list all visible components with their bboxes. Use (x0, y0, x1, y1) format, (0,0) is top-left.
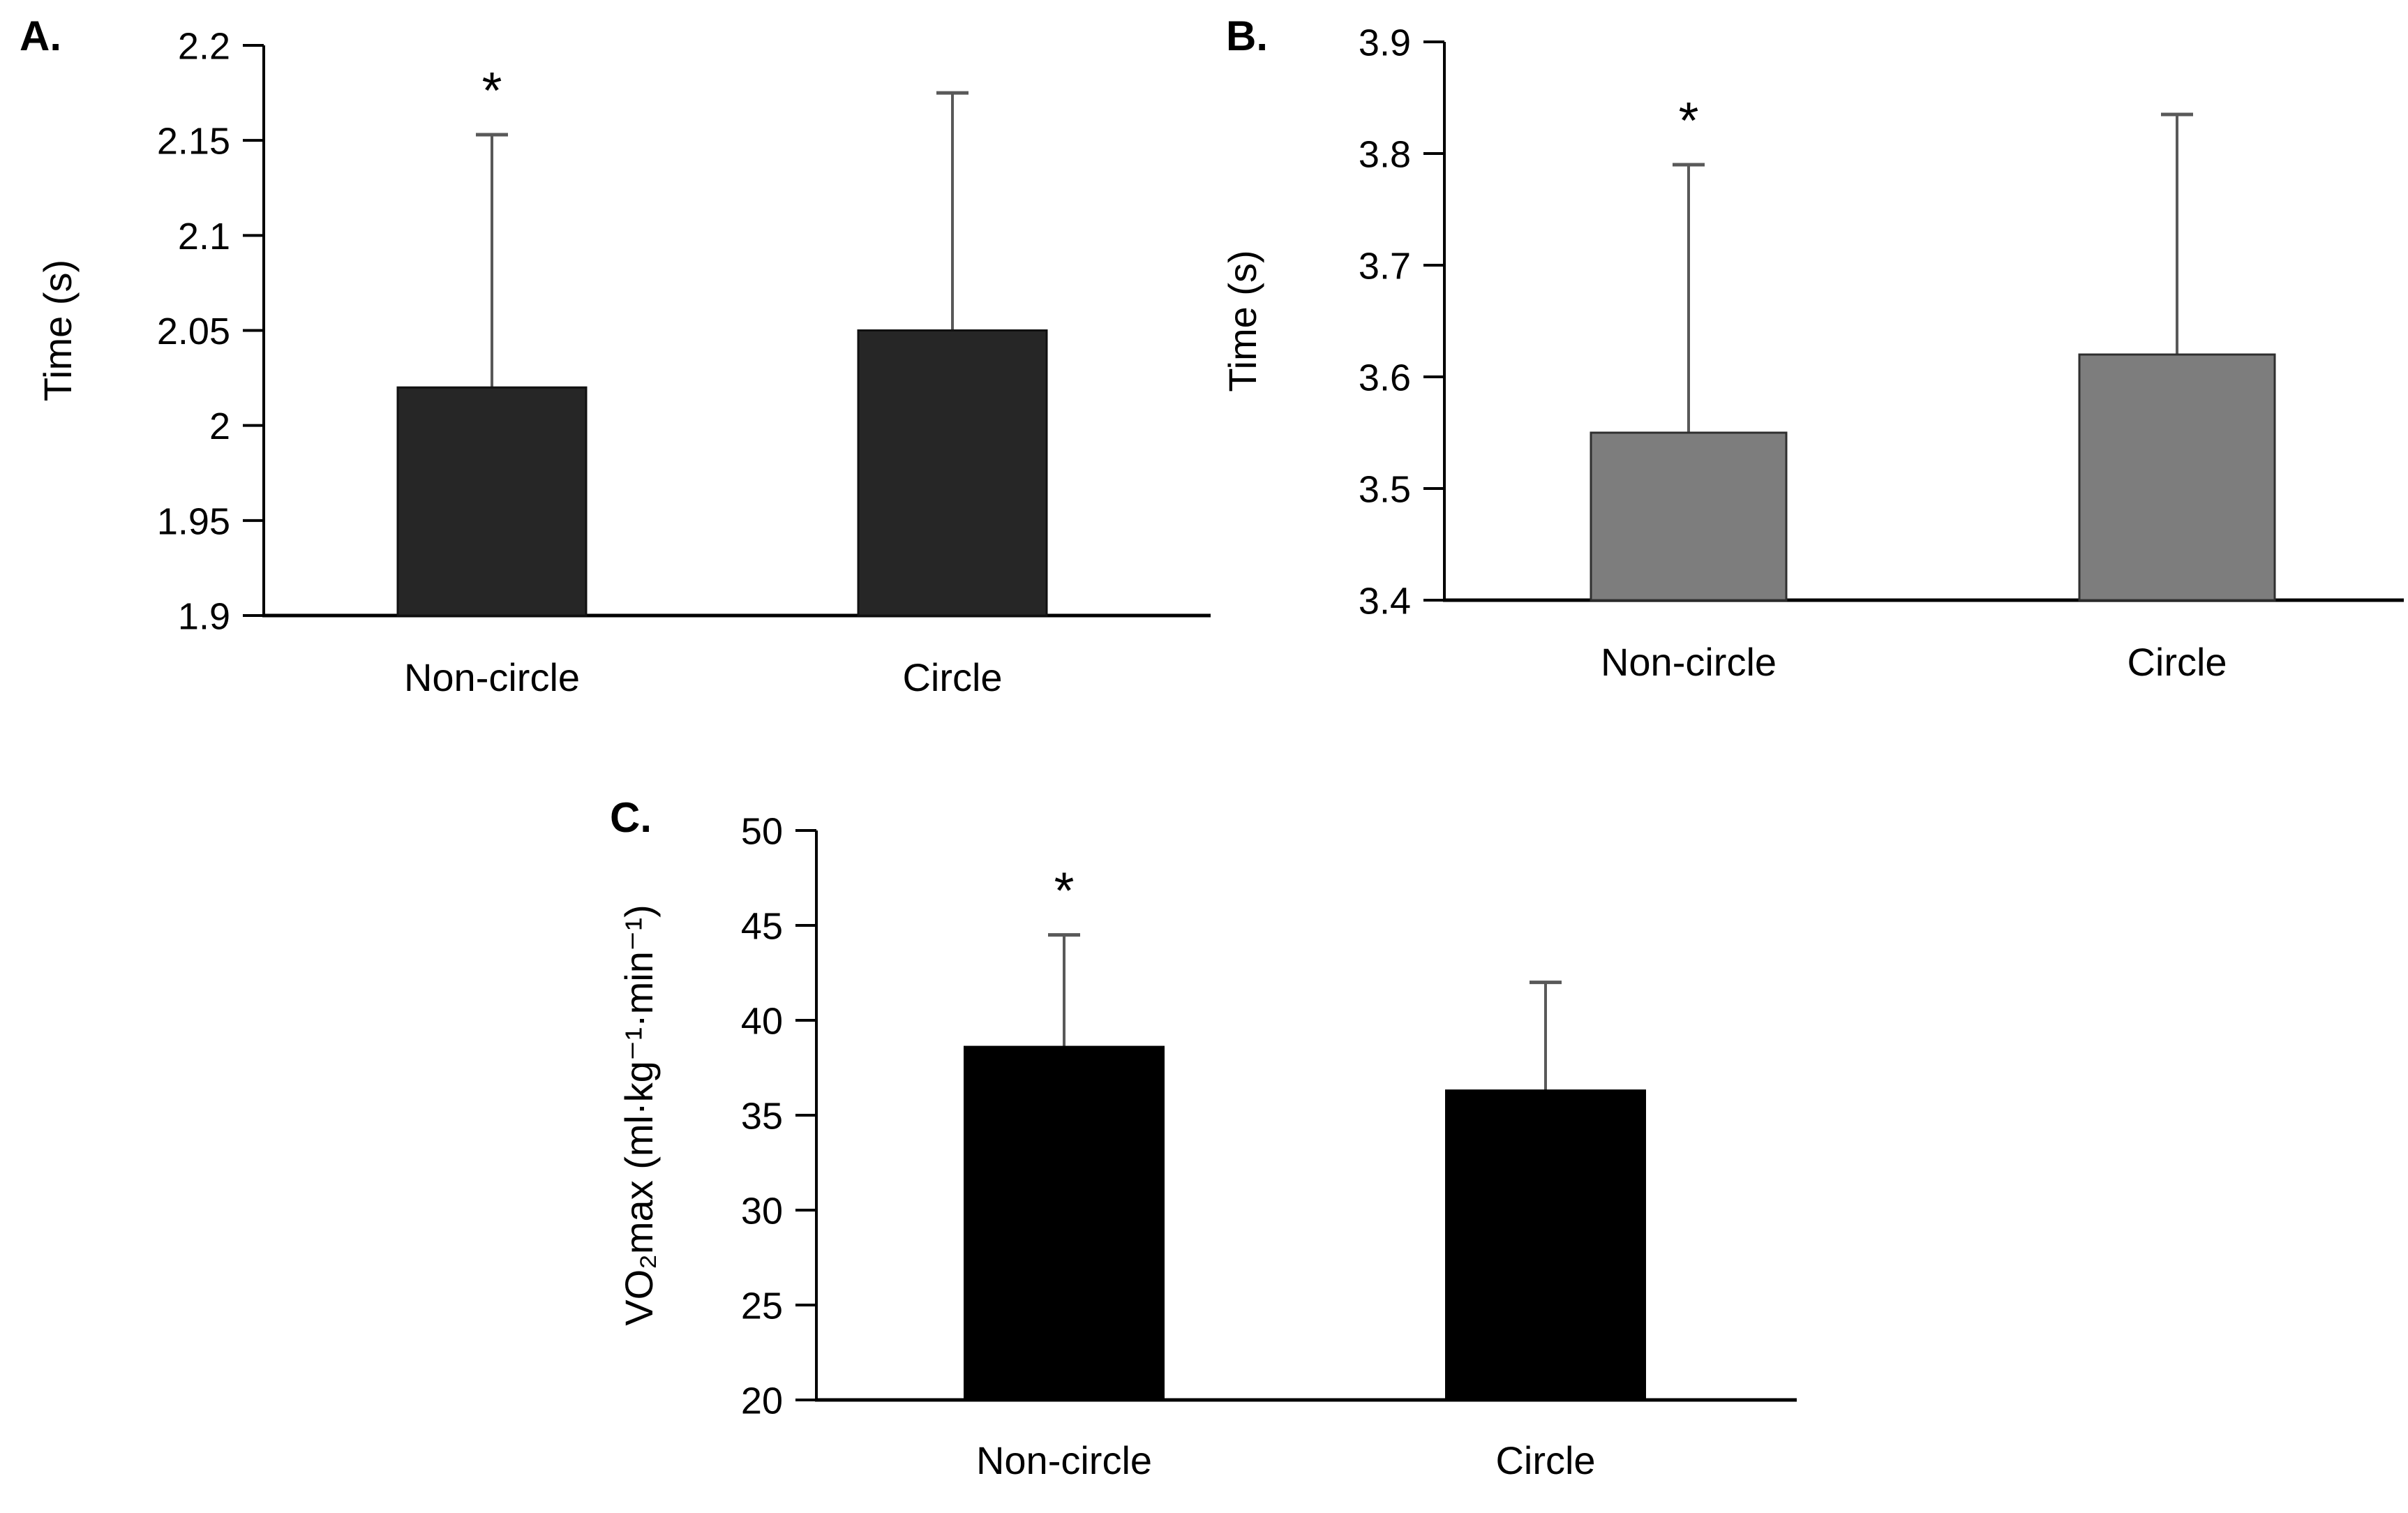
y-tick-label: 3.9 (1359, 22, 1411, 64)
y-tick-label: 40 (741, 1000, 783, 1042)
significance-asterisk: * (1679, 91, 1699, 149)
y-axis-title: Time (s) (1220, 250, 1264, 392)
significance-asterisk: * (1054, 862, 1075, 920)
y-tick-label: 35 (741, 1095, 783, 1137)
category-label-circle: Circle (1495, 1438, 1595, 1482)
y-tick-label: 25 (741, 1285, 783, 1327)
y-tick-label: 1.9 (178, 595, 230, 637)
y-tick-label: 3.7 (1359, 245, 1411, 287)
bar-circle (2078, 353, 2276, 602)
panel-label: B. (1226, 13, 1268, 59)
y-tick-label: 45 (741, 905, 783, 947)
y-tick-label: 2.05 (157, 311, 230, 352)
category-label-non-circle: Non-circle (976, 1438, 1152, 1482)
y-tick-label: 2 (209, 405, 230, 447)
category-label-circle: Circle (2127, 640, 2227, 684)
bar-circle (1445, 1089, 1646, 1401)
y-axis-title: Time (s) (36, 260, 80, 401)
panel-label: C. (610, 794, 652, 841)
bar-non-circle (396, 386, 588, 617)
y-tick-label: 3.5 (1359, 468, 1411, 510)
y-tick-label: 2.1 (178, 216, 230, 258)
bar-circle (857, 329, 1048, 617)
y-tick-label: 1.95 (157, 500, 230, 542)
y-tick-label: 50 (741, 810, 783, 852)
category-label-circle: Circle (902, 655, 1002, 699)
category-label-non-circle: Non-circle (1601, 640, 1777, 684)
y-axis-title: VO₂max (ml·kg⁻¹·min⁻¹) (617, 904, 661, 1325)
y-tick-label: 3.4 (1359, 580, 1411, 622)
bar-non-circle (1590, 431, 1788, 602)
y-tick-label: 20 (741, 1380, 783, 1422)
y-tick-label: 2.2 (178, 25, 230, 67)
category-label-non-circle: Non-circle (404, 655, 580, 699)
panel-A: A. Time (s) 2.2 2.15 2.1 2.05 2 1.95 1.9 Non-circ… (20, 13, 1211, 699)
panel-C: C. VO₂max (ml·kg⁻¹·min⁻¹) 50 45 40 35 30 25 20 No… (610, 794, 1797, 1482)
significance-asterisk: * (482, 61, 502, 119)
y-tick-label: 30 (741, 1190, 783, 1232)
y-tick-label: 3.8 (1359, 133, 1411, 175)
panel-label: A. (20, 13, 61, 59)
y-tick-label: 3.6 (1359, 357, 1411, 398)
panel-B: B. Time (s) 3.9 3.8 3.7 3.6 3.5 3.4 Non-circle * C… (1220, 13, 2404, 684)
y-tick-label: 2.15 (157, 121, 230, 163)
bar-non-circle (964, 1045, 1165, 1401)
